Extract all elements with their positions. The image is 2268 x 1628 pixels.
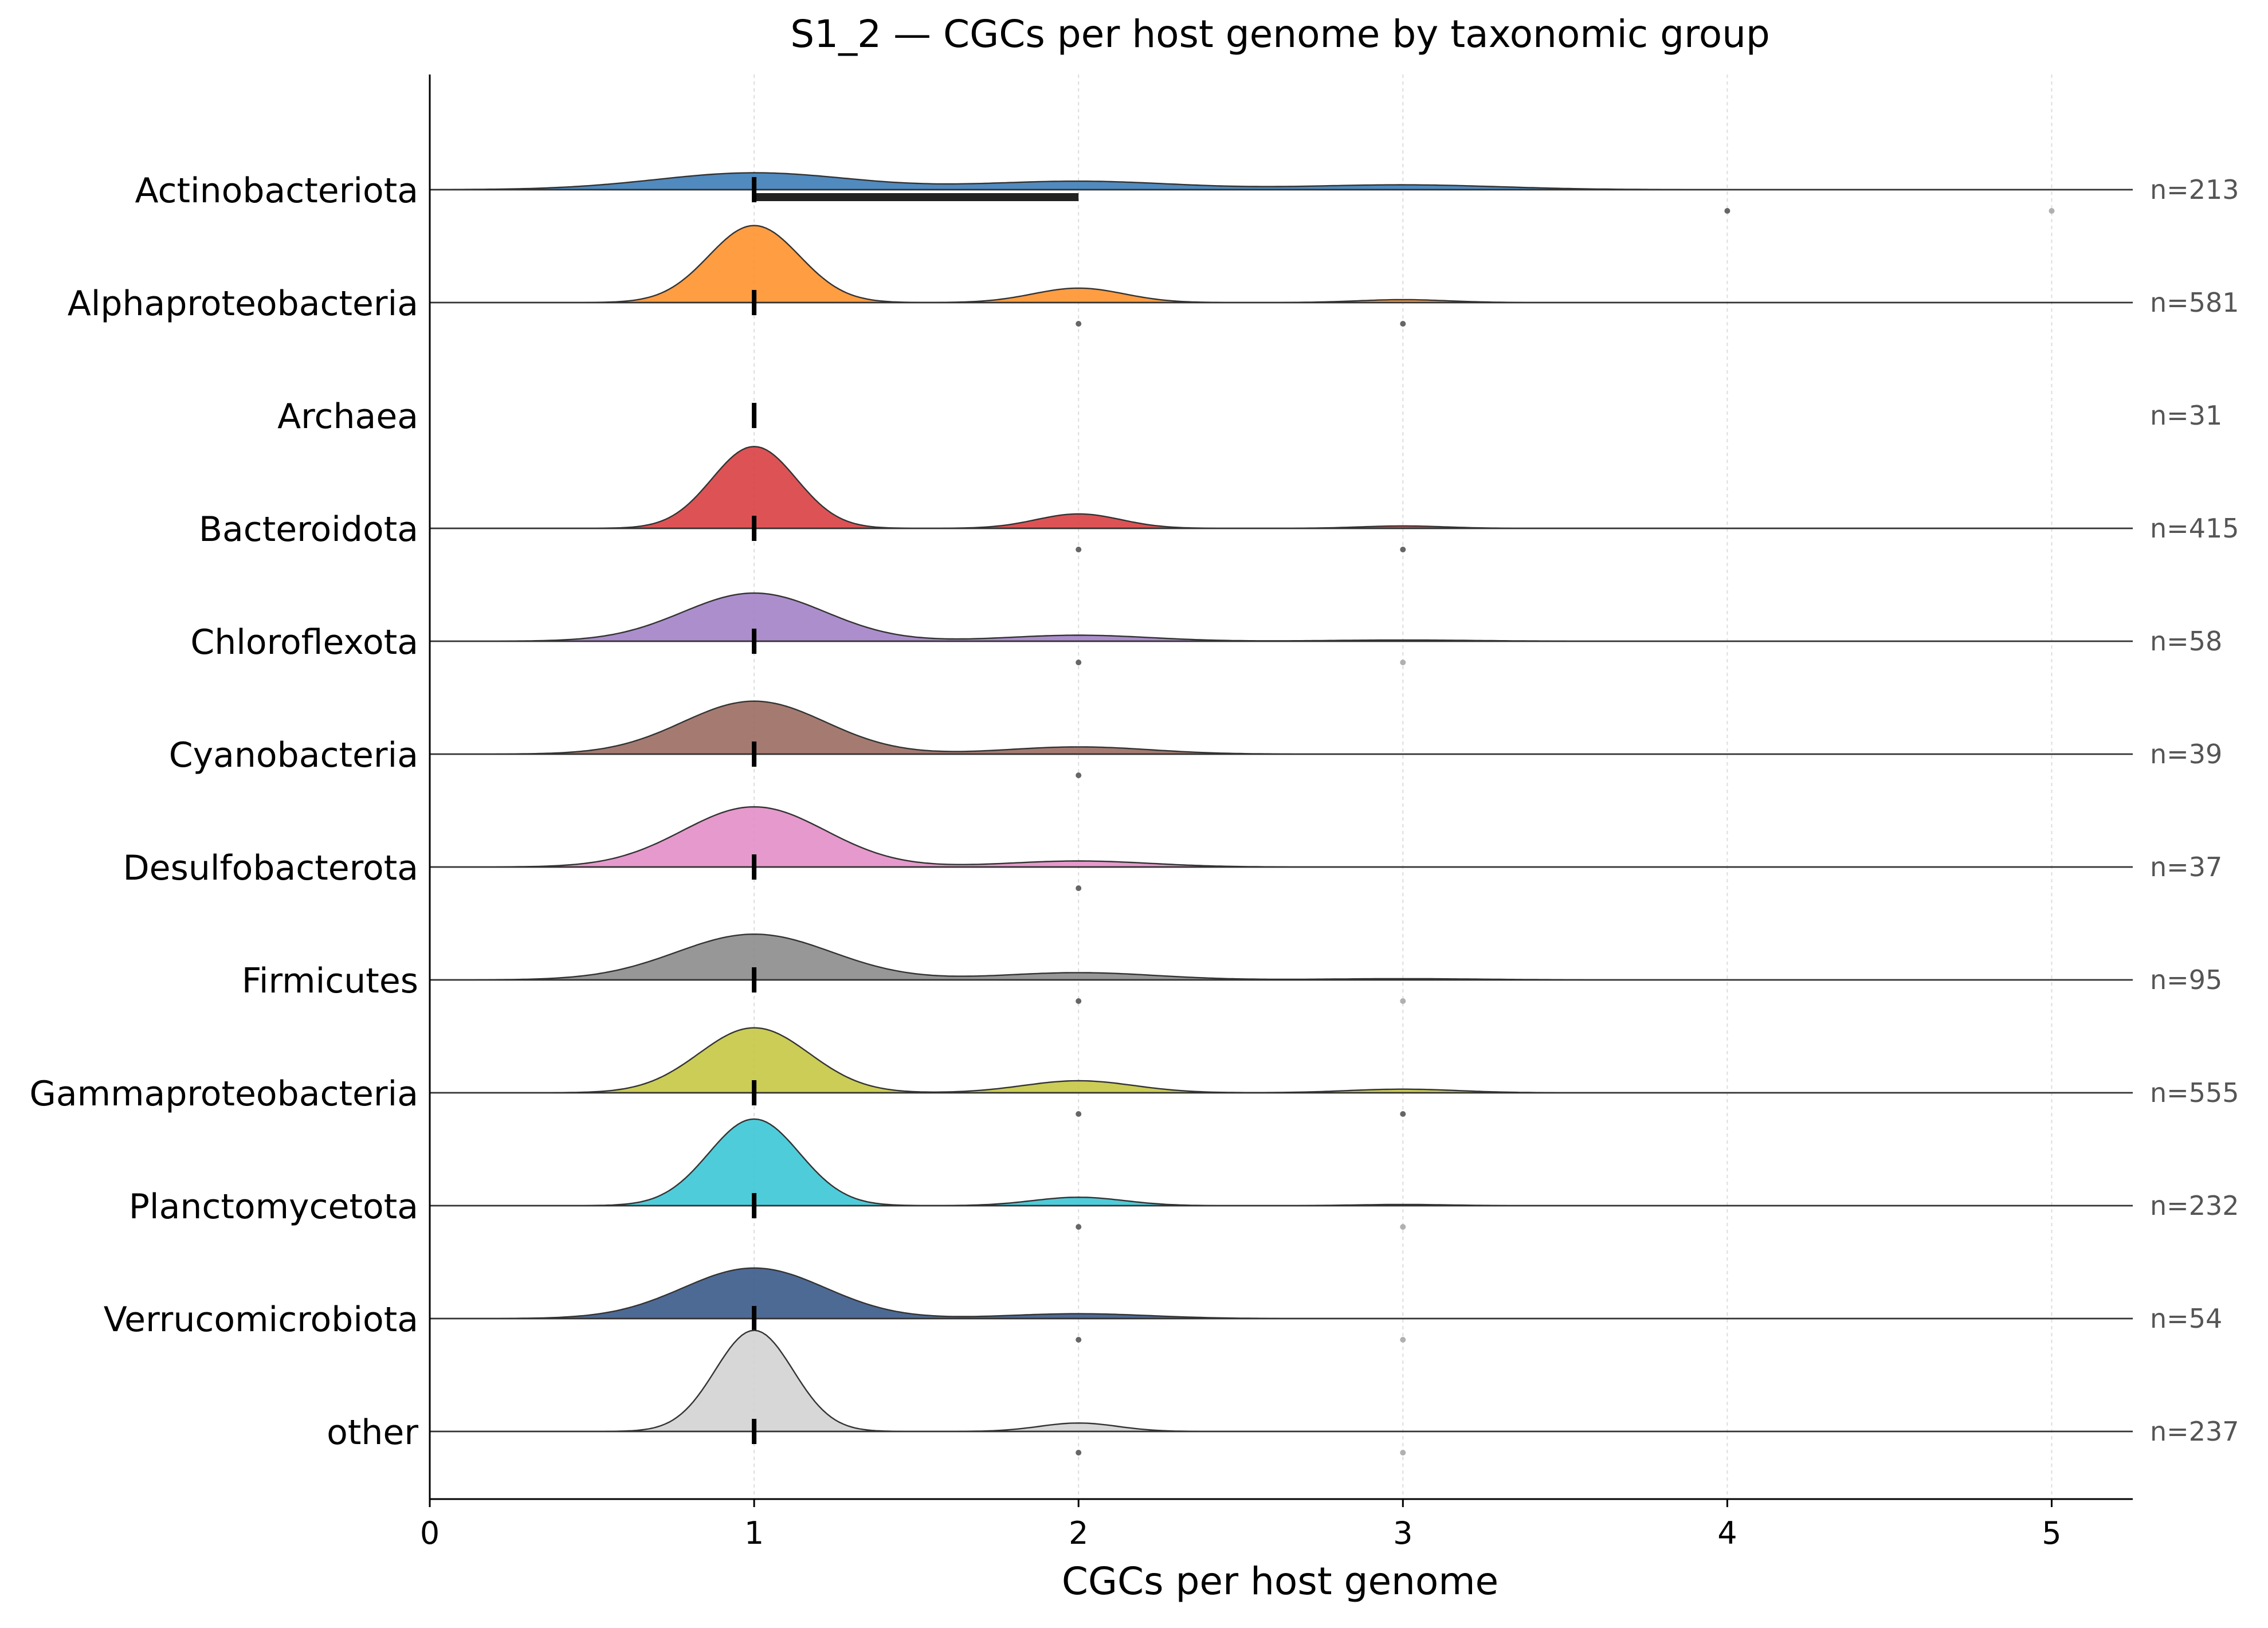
group-label: other	[327, 1413, 418, 1453]
ridge-density	[430, 225, 2133, 304]
outlier-point	[1400, 1337, 1406, 1343]
outlier-point	[1724, 208, 1731, 214]
ridge-density	[430, 1329, 2133, 1433]
x-axis-label: CGCs per host genome	[1062, 1559, 1498, 1603]
sample-size-label: n=37	[2150, 852, 2222, 882]
sample-size-label: n=39	[2150, 739, 2222, 770]
ridge-group: Bacteroidota n=415	[199, 445, 2239, 552]
outlier-point	[1076, 998, 1082, 1004]
ridge-layer: Actinobacteriota n=213 Alphaproteobacteria…	[29, 171, 2239, 1456]
x-tick-label: 5	[2042, 1515, 2061, 1551]
ridge-density	[430, 445, 2133, 529]
sample-size-label: n=581	[2150, 287, 2239, 318]
ridge-density	[430, 1267, 2133, 1320]
ridge-group: other n=237	[327, 1329, 2239, 1456]
x-tick-label: 1	[744, 1515, 764, 1551]
group-label: Actinobacteriota	[135, 171, 418, 211]
sample-size-label: n=555	[2150, 1077, 2239, 1108]
group-label: Planctomycetota	[129, 1187, 418, 1227]
group-label: Desulfobacterota	[123, 848, 418, 888]
ridge-group: Archaea n=31	[277, 397, 2222, 437]
outlier-point	[1076, 1450, 1082, 1456]
sample-size-label: n=232	[2150, 1190, 2239, 1221]
group-label: Firmicutes	[242, 961, 418, 1001]
outlier-point	[1400, 321, 1406, 327]
outlier-point	[1076, 772, 1082, 778]
outlier-point	[1076, 885, 1082, 891]
outlier-point	[1400, 1450, 1406, 1456]
chart-title: S1_2 — CGCs per host genome by taxonomic…	[790, 12, 1770, 56]
group-label: Archaea	[277, 397, 418, 437]
ridge-group: Alphaproteobacteria n=581	[68, 225, 2239, 327]
ridge-group: Firmicutes n=95	[242, 933, 2222, 1004]
group-label: Bacteroidota	[199, 509, 418, 550]
ridge-density	[430, 592, 2133, 642]
axes-layer: 0 1 2 3 4 5	[420, 74, 2133, 1551]
sample-size-label: n=415	[2150, 513, 2239, 544]
sample-size-label: n=95	[2150, 964, 2222, 995]
outlier-point	[1076, 660, 1082, 665]
ridge-group: Verrucomicrobiota n=54	[104, 1267, 2222, 1343]
ridge-density	[430, 1118, 2133, 1207]
ridge-density	[430, 700, 2133, 755]
outlier-point	[1400, 660, 1406, 665]
ridge-density	[429, 172, 2133, 191]
sample-size-label: n=237	[2150, 1416, 2239, 1447]
sample-size-label: n=54	[2150, 1303, 2222, 1334]
group-label: Alphaproteobacteria	[68, 284, 418, 324]
ridge-group: Desulfobacterota n=37	[123, 806, 2222, 891]
ridge-group: Planctomycetota n=232	[129, 1118, 2239, 1230]
iqr-bar	[754, 193, 1079, 201]
ridge-group: Cyanobacteria n=39	[169, 700, 2222, 778]
sample-size-label: n=31	[2150, 400, 2222, 431]
outlier-point	[2049, 208, 2055, 214]
group-label: Chloroflexota	[190, 622, 418, 662]
sample-size-label: n=213	[2150, 174, 2239, 205]
x-tick-label: 0	[420, 1515, 440, 1551]
ridge-density	[430, 806, 2133, 868]
outlier-point	[1400, 998, 1406, 1004]
outlier-point	[1076, 1337, 1082, 1343]
sample-size-label: n=58	[2150, 626, 2222, 657]
group-label: Cyanobacteria	[169, 735, 418, 775]
ridge-group: Chloroflexota n=58	[190, 592, 2222, 665]
outlier-point	[1400, 1111, 1406, 1117]
ridge-density	[430, 1027, 2133, 1094]
outlier-point	[1400, 547, 1406, 552]
ridge-group: Gammaproteobacteria n=555	[29, 1027, 2239, 1117]
outlier-point	[1076, 547, 1082, 552]
group-label: Gammaproteobacteria	[29, 1074, 418, 1114]
x-tick-label: 4	[1717, 1515, 1737, 1551]
ridge-density	[430, 933, 2133, 981]
outlier-point	[1400, 1224, 1406, 1230]
outlier-point	[1076, 1111, 1082, 1117]
x-tick-label: 2	[1069, 1515, 1088, 1551]
group-label: Verrucomicrobiota	[104, 1300, 418, 1340]
ridge-group: Actinobacteriota n=213	[135, 171, 2239, 214]
outlier-point	[1076, 321, 1082, 327]
outlier-point	[1076, 1224, 1082, 1230]
x-tick-label: 3	[1393, 1515, 1412, 1551]
